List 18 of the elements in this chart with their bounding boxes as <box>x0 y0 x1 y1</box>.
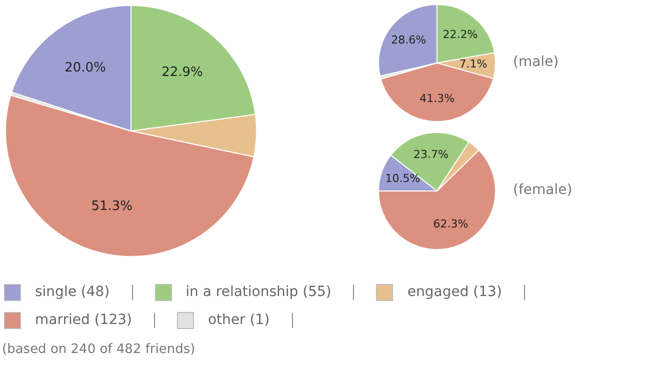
data-label: 51.3% <box>91 198 133 214</box>
data-label: 20.0% <box>64 60 106 76</box>
data-label: 10.5% <box>385 172 420 186</box>
data-label: 28.6% <box>391 33 426 46</box>
data-label: 41.3% <box>420 92 455 106</box>
slice-label: (male) <box>513 54 559 70</box>
data-label: 62.3% <box>433 217 468 230</box>
legend-label: in a relationship (55) <box>186 284 332 300</box>
legend-label: single (48) <box>35 284 110 300</box>
legend-label: engaged (13) <box>407 284 502 300</box>
data-label: 22.2% <box>442 28 478 42</box>
data-label: 22.9% <box>162 64 203 80</box>
text: (based on 240 of 482 friends) <box>2 342 196 357</box>
slice-label: (female) <box>513 182 572 198</box>
legend-label: married (123) <box>35 312 132 328</box>
data-label: 23.7% <box>414 148 448 162</box>
legend-label: other (1) <box>208 312 270 328</box>
data-label: 7.1% <box>459 58 488 71</box>
